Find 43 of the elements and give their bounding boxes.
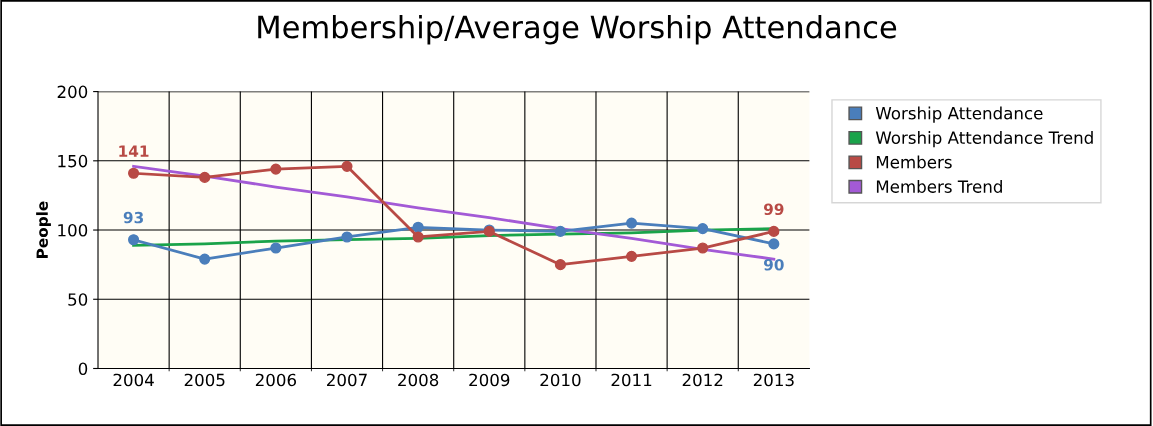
- x-tick-label: 2008: [398, 373, 439, 387]
- data-label: 90: [764, 258, 784, 271]
- point: [199, 253, 211, 265]
- point: [768, 225, 780, 237]
- legend-label: Members Trend: [876, 179, 1002, 193]
- x-tick-label: 2011: [611, 373, 652, 387]
- data-label: 93: [123, 211, 143, 224]
- point: [554, 259, 566, 271]
- y-tick-label: 150: [58, 154, 88, 168]
- y-tick-label: 0: [78, 362, 88, 376]
- point: [270, 163, 282, 175]
- point: [554, 225, 566, 237]
- x-tick-label: 2007: [327, 373, 367, 387]
- x-tick-label: 2010: [540, 373, 581, 387]
- point: [128, 167, 140, 179]
- point: [128, 234, 140, 246]
- legend-label: Members: [876, 155, 952, 169]
- point: [412, 231, 424, 243]
- x-tick-label: 2004: [113, 373, 154, 387]
- data-label: 141: [119, 145, 149, 157]
- point: [768, 238, 780, 250]
- x-tick-label: 2012: [682, 373, 723, 387]
- y-axis-title: People: [36, 201, 51, 258]
- point: [199, 171, 211, 183]
- y-tick-label: 100: [58, 224, 88, 237]
- point: [697, 242, 709, 254]
- x-tick-label: 2013: [753, 373, 794, 387]
- point: [625, 217, 638, 229]
- legend-label: Worship Attendance Trend: [875, 131, 1093, 148]
- x-tick-label: 2009: [469, 373, 510, 387]
- y-tick-label: 200: [57, 85, 88, 99]
- point: [625, 250, 638, 262]
- point: [341, 231, 353, 243]
- data-label: 99: [764, 203, 784, 216]
- point: [697, 223, 709, 235]
- point: [341, 160, 353, 172]
- y-tick-label: 50: [68, 293, 88, 306]
- point: [412, 221, 424, 233]
- x-tick-label: 2006: [255, 373, 297, 387]
- chart-title: Membership/Average Worship Attendance: [258, 14, 897, 45]
- legend-label: Worship Attendance: [875, 106, 1043, 123]
- x-tick-label: 2005: [184, 373, 225, 387]
- point: [270, 242, 282, 254]
